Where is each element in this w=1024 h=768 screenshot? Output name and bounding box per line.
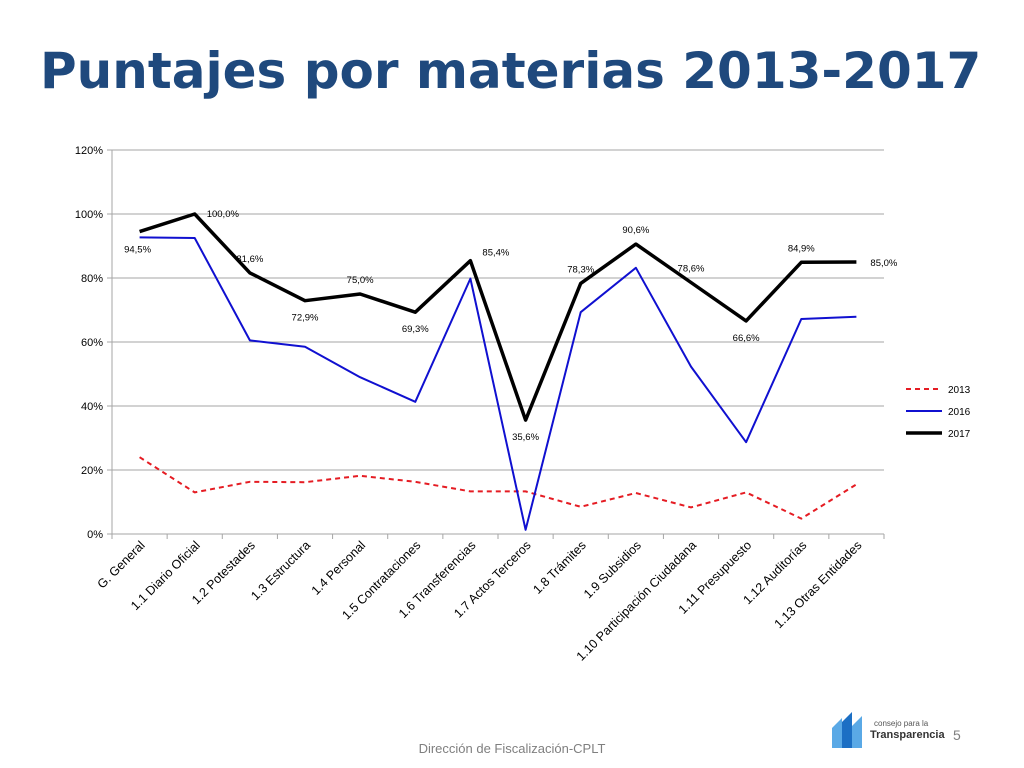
y-tick-label: 40% [81,401,103,413]
logo-small-text: consejo para la [874,719,929,728]
series-line-2017 [139,212,857,422]
x-tick-label: 1.8 Trámites [530,538,589,597]
data-labels: 94,5% 100,0% 81,6% 72,9% 75,0% 69,3% 85,4% 35,6… [124,209,898,443]
y-tick-label: 80% [81,273,103,285]
slide-title: Puntajes por materias 2013-2017 [40,42,982,100]
data-label: 78,6% [678,263,705,274]
cplt-logo-icon [832,712,862,748]
series-line-2013 [139,456,857,520]
y-axis-tick-labels: 0% 20% 40% 60% 80% 100% 120% [75,145,103,541]
data-label: 69,3% [402,324,429,335]
x-tick-label: 1.4 Personal [309,538,369,598]
footer-text: Dirección de Fiscalización-CPLT [418,741,606,756]
x-tick-label: 1.3 Estructura [248,538,313,603]
data-label: 35,6% [512,432,539,443]
data-label: 78,3% [567,264,594,275]
legend: 2013 2016 2017 [906,385,971,440]
data-label: 66,6% [733,333,760,344]
series-line-2016 [139,236,857,531]
series-lines [139,212,857,531]
data-label: 81,6% [236,254,263,265]
data-label: 84,9% [788,243,815,254]
legend-label: 2013 [948,385,971,396]
data-label: 85,4% [482,248,509,259]
logo-brand-text: Transparencia [870,729,945,741]
grid-lines [107,149,885,539]
data-label: 72,9% [292,313,319,324]
y-tick-label: 0% [87,529,103,541]
data-label: 94,5% [124,245,151,256]
y-tick-label: 120% [75,145,103,157]
x-tick-label: G. General [95,538,148,591]
legend-label: 2016 [948,407,971,418]
data-label: 90,6% [622,225,649,236]
y-tick-label: 100% [75,209,103,221]
page-number: 5 [953,727,961,743]
data-label: 85,0% [870,258,897,269]
y-tick-label: 20% [81,465,103,477]
y-tick-label: 60% [81,337,103,349]
data-label: 100,0% [207,209,240,220]
data-label: 75,0% [347,275,374,286]
legend-label: 2017 [948,429,971,440]
